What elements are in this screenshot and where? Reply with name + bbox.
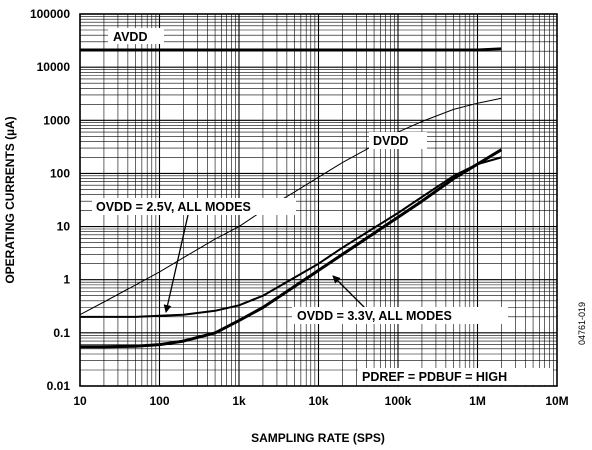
x-tick-label: 10 xyxy=(73,394,87,408)
y-tick-label: 0.01 xyxy=(47,379,71,393)
x-tick-label: 100 xyxy=(149,394,169,408)
x-tick-label: 1M xyxy=(469,394,486,408)
y-tick-label: 0.1 xyxy=(53,326,70,340)
y-tick-label: 1000 xyxy=(43,113,70,127)
figure-code: 04761-019 xyxy=(577,302,587,345)
annotation-avdd: AVDD xyxy=(108,28,164,44)
series-line-0 xyxy=(80,47,502,52)
annotation-conditions-text: PDREF = PDBUF = HIGH xyxy=(362,370,507,384)
series-lines xyxy=(79,47,503,349)
arrow-ovdd25 xyxy=(163,214,189,313)
series-line-1 xyxy=(79,97,502,316)
y-tick-label: 10 xyxy=(57,220,71,234)
annotation-dvdd: DVDD xyxy=(369,132,427,149)
series-line-3 xyxy=(80,148,503,349)
series-line-2 xyxy=(80,156,502,318)
y-tick-labels: 0.01 0.1 1 10 100 1000 10000 100000 xyxy=(30,7,70,393)
y-tick-label: 10000 xyxy=(37,60,71,74)
x-tick-label: 100k xyxy=(385,394,412,408)
x-axis-title: SAMPLING RATE (SPS) xyxy=(251,431,385,445)
x-tick-label: 10k xyxy=(308,394,328,408)
annotation-conditions: PDREF = PDBUF = HIGH xyxy=(358,368,553,385)
annotation-avdd-text: AVDD xyxy=(113,30,148,44)
y-tick-label: 1 xyxy=(63,273,70,287)
annotation-dvdd-text: DVDD xyxy=(373,134,408,148)
y-axis-title: OPERATING CURRENTS (µA) xyxy=(3,116,17,283)
annotation-ovdd25: OVDD = 2.5V, ALL MODES xyxy=(92,198,296,215)
annotation-ovdd33-text: OVDD = 3.3V, ALL MODES xyxy=(297,309,452,323)
x-tick-label: 10M xyxy=(545,394,568,408)
y-tick-label: 100000 xyxy=(30,7,70,21)
annotation-ovdd25-text: OVDD = 2.5V, ALL MODES xyxy=(96,200,251,214)
annotation-ovdd33: OVDD = 3.3V, ALL MODES xyxy=(292,307,508,324)
arrow-ovdd33 xyxy=(332,275,367,310)
plot-frame xyxy=(79,13,558,387)
x-tick-label: 1k xyxy=(232,394,246,408)
x-tick-labels: 10 100 1k 10k 100k 1M 10M xyxy=(73,394,568,408)
annotation-arrows xyxy=(163,214,367,313)
y-tick-label: 100 xyxy=(50,166,70,180)
